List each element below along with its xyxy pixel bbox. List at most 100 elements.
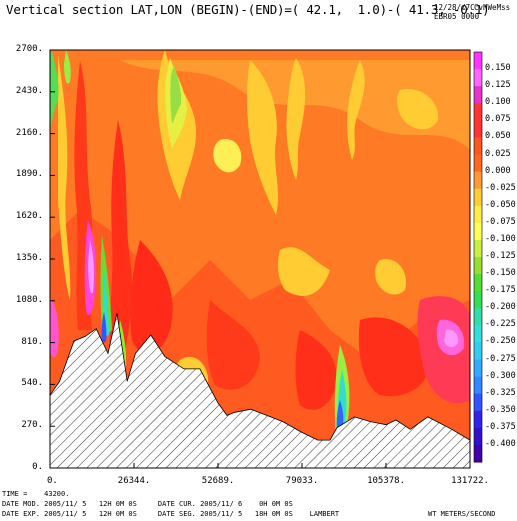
colorbar-label: 0.050 — [485, 131, 511, 142]
colorbar-label: -0.050 — [485, 199, 516, 210]
colorbar-label: -0.325 — [485, 387, 516, 398]
footer-time: TIME = 43200. — [2, 490, 70, 498]
red-patch-lower-right — [358, 317, 430, 397]
colorbar-swatch — [474, 342, 482, 360]
yellow-band-right — [347, 60, 365, 160]
green-streak-top-left — [50, 52, 59, 130]
colorbar-label: -0.100 — [485, 233, 516, 244]
yellow-patch-small — [213, 139, 242, 173]
yellow-band-left — [58, 55, 71, 300]
colorbar-label: -0.175 — [485, 285, 516, 296]
x-tick-label: 52689. — [201, 476, 235, 486]
colorbar-swatch — [474, 376, 482, 395]
colorbar-swatch — [474, 120, 482, 138]
colorbar-label: 0.000 — [485, 165, 511, 176]
colorbar-swatch — [474, 137, 482, 155]
footer-dates-1: DATE MOD. 2005/11/ 5 12H 0M 0S DATE CUR.… — [2, 500, 293, 508]
magenta-column-left — [50, 300, 59, 358]
field-light-orange-top — [120, 60, 470, 150]
colorbar-swatch — [474, 239, 482, 258]
colorbar-swatch — [474, 410, 482, 429]
y-tick-label: 2700. — [15, 44, 43, 54]
colorbar-swatch — [474, 69, 482, 87]
colorbar-swatch — [474, 257, 482, 275]
colorbar-label: -0.375 — [485, 421, 516, 432]
y-tick-label: 810. — [21, 336, 43, 347]
yellow-band-center-right — [286, 58, 306, 180]
colorbar-swatch — [474, 325, 482, 343]
x-axis-ticks — [49, 463, 471, 468]
colorbar-swatch — [474, 52, 482, 70]
y-axis-ticks — [50, 49, 55, 469]
colorbar-label: 0.150 — [485, 63, 511, 74]
colorbar-swatch — [474, 205, 482, 224]
colorbar-label: -0.400 — [485, 438, 516, 449]
colorbar-label: 0.100 — [485, 97, 511, 108]
colorbar-swatch — [474, 222, 482, 241]
y-tick-label: 1620. — [15, 211, 43, 222]
yellow-band-center — [247, 60, 278, 215]
yellow-patch-right — [375, 259, 406, 295]
colorbar-swatch — [474, 427, 482, 446]
yellow-patch-upper-right — [397, 89, 439, 130]
field-orange-upper — [50, 50, 470, 360]
colorbar-label: -0.225 — [485, 319, 516, 330]
green-streak-top-left-2 — [64, 50, 71, 84]
colorbar-label: -0.200 — [485, 302, 516, 313]
y-tick-label: 2160. — [15, 127, 43, 138]
colorbar-swatch — [474, 103, 482, 121]
colorbar-frame — [473, 51, 483, 463]
colorbar-label: -0.075 — [485, 216, 516, 227]
colorbar-swatch — [474, 188, 482, 207]
y-tick-label: 1350. — [15, 253, 43, 263]
y-tick-label: 0. — [32, 462, 43, 472]
field-layer — [50, 50, 470, 468]
terrain — [50, 313, 470, 468]
colorbar — [473, 51, 483, 463]
light-magenta-core-right — [444, 329, 459, 348]
chart-title: Vertical section LAT,LON (BEGIN)-(END)=(… — [6, 2, 490, 17]
y-tick-label: 2430. — [15, 85, 43, 96]
red-patch-right-low — [295, 330, 337, 410]
y-tick-label: 540. — [21, 378, 43, 389]
x-tick-label: 26344. — [117, 476, 151, 486]
colorbar-label: 0.075 — [485, 114, 511, 125]
colorbar-swatch — [474, 393, 482, 412]
colorbar-swatch — [474, 444, 482, 463]
footer-units: WT METERS/SECOND — [428, 510, 496, 518]
colorbar-swatch — [474, 308, 482, 326]
colorbar-swatch — [474, 171, 482, 190]
colorbar-swatch — [474, 154, 482, 173]
colorbar-label: -0.025 — [485, 182, 516, 193]
y-tick-label: 1080. — [15, 294, 43, 305]
x-tick-label: 79033. — [285, 476, 319, 486]
colorbar-label: -0.250 — [485, 336, 516, 347]
red-patch-mid — [206, 300, 260, 390]
colorbar-label: -0.275 — [485, 353, 516, 364]
colorbar-swatch — [474, 274, 482, 292]
colorbar-label: -0.300 — [485, 370, 516, 381]
light-magenta-core-left — [88, 240, 94, 294]
corner-tag: CvHWeMss — [474, 3, 511, 12]
green-upper-mid — [170, 65, 182, 124]
colorbar-label: -0.350 — [485, 404, 516, 415]
corner-run-id: EBR05 0000 — [434, 12, 480, 21]
x-tick-label: 0. — [47, 476, 58, 486]
yellow-patch-mid — [277, 247, 330, 296]
corner-date: 12/28//7C — [434, 3, 475, 12]
y-tick-label: 1890. — [15, 169, 43, 180]
colorbar-label: -0.150 — [485, 268, 516, 279]
colorbar-swatch — [474, 359, 482, 378]
blue-jet-left — [101, 312, 107, 342]
red-band-left-mid — [109, 120, 133, 360]
x-tick-label: 131722. — [451, 476, 490, 486]
x-tick-label: 105378. — [367, 476, 406, 486]
colorbar-swatch — [474, 86, 482, 104]
colorbar-label: -0.125 — [485, 251, 516, 261]
y-tick-label: 270. — [21, 420, 43, 431]
footer-dates-2: DATE EXP. 2005/11/ 5 12H 0M 0S DATE SEG.… — [2, 510, 340, 518]
red-patch-mid-low — [130, 240, 173, 354]
colorbar-label: 0.125 — [485, 80, 511, 91]
colorbar-swatch — [474, 291, 482, 309]
